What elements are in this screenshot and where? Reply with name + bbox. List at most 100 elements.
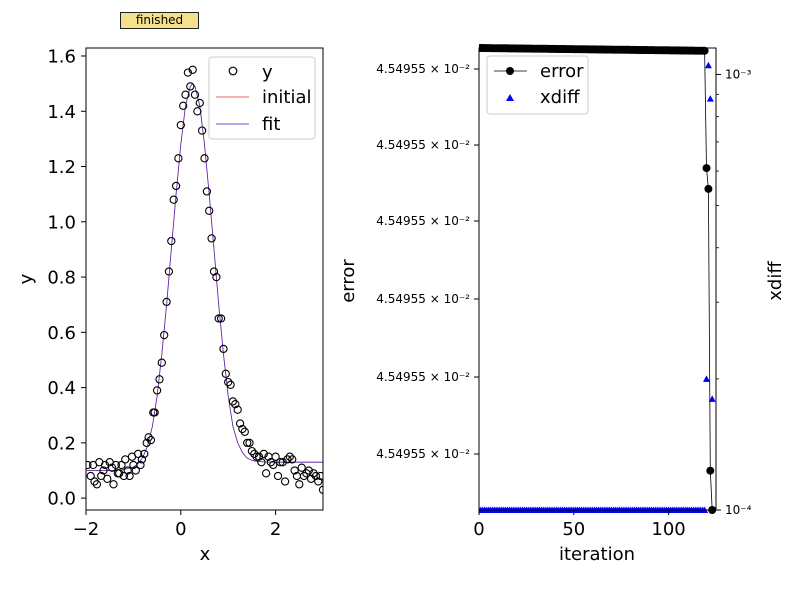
data-point (150, 408, 159, 417)
data-point (228, 397, 238, 406)
data-point (257, 458, 266, 467)
data-point (99, 466, 108, 475)
left-ylabel: y (16, 273, 37, 284)
data-point (144, 433, 153, 442)
legend-marker-xdiff (506, 94, 514, 101)
error-tick-label: 4.54955 × 10⁻² (376, 292, 470, 306)
data-point (103, 474, 112, 483)
y-tick-label: 1.4 (47, 102, 76, 123)
y-tick-label: 1.0 (47, 212, 76, 233)
left-plot-frame (85, 47, 324, 511)
data-point (193, 107, 202, 116)
data-point (90, 477, 99, 486)
error-tick-label: 4.54955 × 10⁻² (376, 370, 470, 384)
data-point (123, 466, 132, 475)
data-point (304, 466, 313, 475)
data-point (266, 458, 276, 467)
data-point (297, 463, 306, 472)
right-ylabel-error: error (338, 259, 359, 303)
series-line-error (479, 47, 713, 511)
xdiff-point (703, 375, 711, 382)
data-point (169, 195, 178, 204)
error-tick-label: 4.54955 × 10⁻² (376, 447, 470, 461)
data-point (157, 358, 166, 367)
data-point (181, 90, 190, 99)
data-point (146, 435, 156, 445)
data-point (252, 452, 261, 461)
data-point (125, 471, 134, 481)
data-point (259, 449, 268, 459)
data-point (131, 466, 140, 475)
data-point (280, 477, 290, 486)
data-point (117, 460, 126, 470)
y-tick-label: 0.0 (47, 489, 76, 510)
error-point (702, 164, 711, 173)
data-point (195, 98, 204, 108)
data-point (155, 375, 164, 384)
data-point (115, 469, 124, 478)
legend-label-fit: fit (262, 114, 280, 135)
data-point (142, 438, 151, 448)
data-point (162, 297, 171, 307)
data-point (190, 90, 200, 99)
data-point (278, 458, 287, 467)
y-tick-label: 0.4 (47, 378, 76, 399)
series-line-fit (86, 82, 323, 471)
error-point (700, 46, 709, 55)
error-tick-label: 4.54955 × 10⁻² (376, 214, 470, 228)
data-point (306, 474, 316, 483)
data-point (92, 480, 102, 489)
data-point (221, 369, 230, 378)
data-point (86, 460, 92, 470)
legend-label-initial: initial (262, 87, 312, 108)
data-point (202, 187, 212, 196)
data-point (137, 455, 147, 464)
data-point (200, 154, 209, 163)
data-point (231, 400, 240, 409)
data-point (207, 234, 216, 243)
data-point (311, 471, 321, 481)
data-point (290, 466, 299, 475)
xdiff-point (706, 95, 714, 102)
xdiff-point (708, 395, 716, 402)
data-point (309, 469, 318, 478)
data-point (174, 154, 183, 163)
data-point (140, 449, 149, 459)
error-tick-label: 4.54955 × 10⁻² (376, 62, 470, 76)
data-point (164, 267, 174, 276)
data-point (314, 477, 323, 486)
data-point (288, 455, 297, 464)
data-point (152, 386, 162, 395)
y-tick-label: 0.2 (47, 433, 76, 454)
data-point (238, 424, 247, 434)
y-tick-label: 0.8 (47, 268, 76, 289)
x-tick-label: 0 (175, 519, 186, 540)
data-point (109, 480, 118, 489)
legend-marker-error (506, 67, 514, 75)
right-xlabel: iteration (559, 544, 635, 565)
data-point (316, 471, 323, 481)
right-legend: error xdiff (486, 55, 589, 115)
data-point (100, 460, 110, 470)
error-tick-label: 4.54955 × 10⁻² (376, 138, 470, 152)
left-xlabel: x (200, 544, 211, 565)
x-tick-label: −2 (73, 519, 100, 540)
right-ylabel-xdiff: xdiff (765, 261, 786, 301)
data-point (119, 471, 129, 481)
x-tick-label: 100 (651, 519, 685, 540)
error-point (706, 466, 715, 475)
left-legend: y initial fit (208, 56, 316, 140)
data-point (86, 471, 95, 481)
data-point (271, 452, 280, 461)
x-tick-label: 50 (562, 519, 585, 540)
data-point (299, 471, 309, 481)
data-point (295, 480, 304, 489)
data-point (186, 82, 195, 91)
xdiff-tick-label: 10⁻³ (725, 67, 752, 81)
data-point (209, 267, 219, 276)
legend-label-xdiff: xdiff (540, 87, 580, 108)
data-point (219, 344, 228, 354)
data-point (188, 65, 197, 74)
data-point (285, 452, 294, 461)
